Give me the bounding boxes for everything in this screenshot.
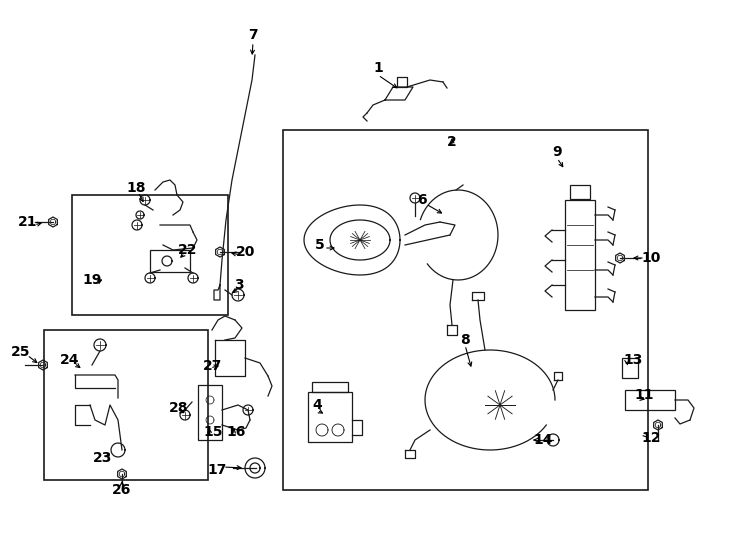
Text: 27: 27 xyxy=(203,359,222,373)
Text: 28: 28 xyxy=(170,401,189,415)
Bar xyxy=(308,392,352,442)
Text: 20: 20 xyxy=(236,245,255,259)
Bar xyxy=(150,250,190,272)
Text: 10: 10 xyxy=(642,251,661,265)
Text: 17: 17 xyxy=(207,463,227,477)
Text: 2: 2 xyxy=(447,135,457,149)
Text: 26: 26 xyxy=(112,483,131,497)
Bar xyxy=(198,385,222,440)
Text: 6: 6 xyxy=(417,193,426,207)
Text: 13: 13 xyxy=(623,353,643,367)
Text: 18: 18 xyxy=(126,181,146,195)
Bar xyxy=(565,200,595,310)
Bar xyxy=(312,382,348,392)
Bar xyxy=(44,330,208,480)
Text: 3: 3 xyxy=(234,278,244,292)
Bar xyxy=(72,195,228,315)
Bar xyxy=(625,390,675,410)
Text: 1: 1 xyxy=(373,61,383,75)
Text: 4: 4 xyxy=(312,398,322,412)
Text: 23: 23 xyxy=(93,451,113,465)
Text: 11: 11 xyxy=(634,388,654,402)
Text: 24: 24 xyxy=(60,353,80,367)
Text: 19: 19 xyxy=(82,273,102,287)
Text: 15: 15 xyxy=(203,425,222,439)
Bar xyxy=(283,130,648,490)
Text: 12: 12 xyxy=(642,431,661,445)
Bar xyxy=(570,185,590,199)
Text: 9: 9 xyxy=(552,145,562,159)
Text: 25: 25 xyxy=(11,345,31,359)
Text: 7: 7 xyxy=(248,28,258,42)
Text: 14: 14 xyxy=(533,433,553,447)
Text: 16: 16 xyxy=(226,425,246,439)
Bar xyxy=(622,358,638,378)
Text: 21: 21 xyxy=(18,215,37,229)
Text: 22: 22 xyxy=(178,243,197,257)
Text: 5: 5 xyxy=(315,238,325,252)
Text: 8: 8 xyxy=(460,333,470,347)
